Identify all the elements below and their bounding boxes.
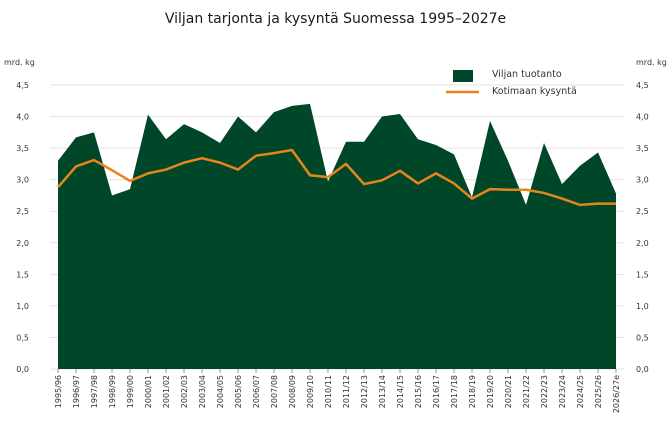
right-axis-unit: mrd. kg [636,58,667,67]
left-axis-unit: mrd. kg [4,58,35,67]
x-tick-label: 2013/14 [378,375,387,408]
x-tick-label: 1995/96 [54,375,63,408]
right-tick-label: 2,5 [636,207,649,216]
right-tick-label: 0,5 [636,333,649,342]
demand-line [57,148,616,207]
left-tick-label: 0,0 [16,365,29,374]
x-tick-label: 2006/07 [252,375,261,408]
left-tick-label: 4,5 [16,81,29,90]
x-tick-label: 1997/98 [90,375,99,408]
x-tick-label: 2021/22 [522,375,531,408]
left-tick-label: 0,5 [16,333,29,342]
production-area [58,103,616,369]
left-tick-label: 2,5 [16,207,29,216]
x-tick-label: 2018/19 [468,375,477,408]
left-tick-label: 1,0 [16,302,29,311]
x-tick-label: 2012/13 [360,375,369,408]
x-tick-label: 1998/99 [108,375,117,408]
chart-title: Viljan tarjonta ja kysyntä Suomessa 1995… [164,11,507,27]
x-tick-label: 2016/17 [432,375,441,408]
x-tick-label: 2015/16 [414,375,423,408]
x-tick-label: 2007/08 [270,375,279,408]
x-tick-label: 2025/26 [594,375,603,408]
left-tick-label: 4,0 [16,113,29,122]
legend-label-demand: Kotimaan kysyntä [492,86,577,97]
left-tick-label: 3,5 [16,144,29,153]
x-tick-label: 2002/03 [180,375,189,408]
right-tick-label: 1,5 [636,270,649,279]
right-tick-label: 3,0 [636,176,649,185]
x-tick-label: 2003/04 [198,375,207,408]
x-tick-label: 2005/06 [234,375,243,408]
left-tick-label: 1,5 [16,270,29,279]
legend-label-production: Viljan tuotanto [492,69,562,80]
right-tick-label: 1,0 [636,302,649,311]
left-tick-label: 3,0 [16,176,29,185]
x-tick-label: 2022/23 [540,375,549,408]
x-tick-label: 2014/15 [396,375,405,408]
right-tick-label: 4,0 [636,113,649,122]
right-tick-label: 0,0 [636,365,649,374]
legend [446,70,479,94]
production-area-layer [58,103,616,369]
x-tick-label: 1996/97 [72,375,81,408]
legend-swatch-production [453,70,473,82]
right-y-axis: 0,0 0,5 1,0 1,5 2,0 2,5 3,0 3,5 4,0 4,5 [636,81,649,374]
x-tick-label: 2024/25 [576,375,585,408]
x-tick-label: 2001/02 [162,375,171,408]
x-tick-label: 2004/05 [216,375,225,408]
x-tick-label: 2026/27e [612,375,621,413]
x-tick-label: 2023/24 [558,375,567,408]
x-tick-label: 2010/11 [324,375,333,408]
right-tick-label: 3,5 [636,144,649,153]
x-tick-label: 1999/00 [126,375,135,408]
right-tick-label: 4,5 [636,81,649,90]
left-y-axis: 0,0 0,5 1,0 1,5 2,0 2,5 3,0 3,5 4,0 4,5 [16,81,29,374]
x-tick-label: 2009/10 [306,375,315,408]
x-tick-label: 2008/09 [288,375,297,408]
x-tick-label: 2000/01 [144,375,153,408]
left-tick-label: 2,0 [16,239,29,248]
x-axis: 1995/96 1996/97 1997/98 1998/99 1999/00 2000/… [54,369,621,413]
x-tick-label: 2017/18 [450,375,459,408]
x-tick-label: 2011/12 [342,375,351,408]
x-tick-label: 2020/21 [504,375,513,408]
x-tick-label: 2019/20 [486,375,495,408]
right-tick-label: 2,0 [636,239,649,248]
demand-line-layer [57,148,616,207]
